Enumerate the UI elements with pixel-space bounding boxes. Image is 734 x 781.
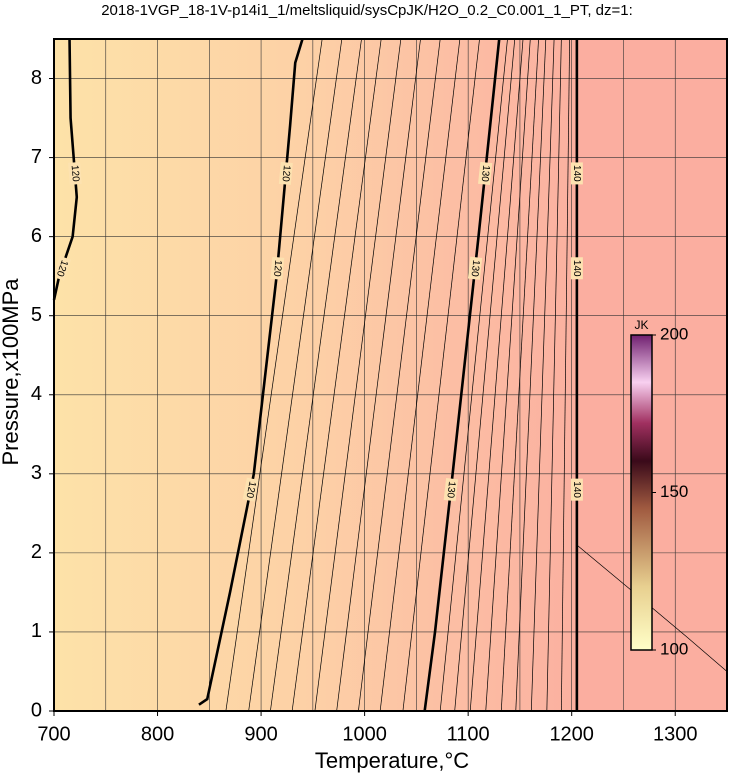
colorbar [630,334,653,651]
contour-line [576,544,728,672]
y-tick-label: 0 [31,699,42,721]
contour-label-bg [570,478,583,501]
x-tick-label: 800 [141,723,174,745]
contour-line [469,38,524,712]
y-axis-label: Pressure,x100MPa [0,278,23,466]
contour-line [454,38,516,712]
contour-line [198,38,304,706]
colorbar-tick-label: 200 [660,324,688,343]
contour-label-bg [570,162,583,185]
contour-label: 120 [279,165,291,183]
contour-label: 120 [54,259,70,279]
colorbar-tick-label: 100 [660,639,688,658]
contour-line [270,38,362,712]
contour-label: 140 [571,165,582,182]
x-tick-label: 900 [244,723,277,745]
contours [52,38,728,712]
contour-label: 120 [243,480,257,499]
contour-label-bg [68,161,82,185]
contour-label-bg [270,256,285,280]
contour-label: 120 [69,165,81,183]
contour-line [560,38,570,712]
contour-label-bg [467,256,483,280]
x-tick-label: 1100 [447,723,490,745]
background [54,39,577,711]
contour-label-bg [52,255,72,281]
contour-label: 140 [571,481,582,498]
chart-title: 2018-1VGP_18-1V-p14i1_1/meltsliquid/sysC… [101,2,633,19]
y-tick-label: 7 [31,146,42,168]
contour-line [530,38,555,712]
x-tick-label: 1000 [342,723,387,745]
colorbar-tick-label: 150 [660,482,688,501]
x-tick-label: 1300 [653,723,698,745]
x-tick-label: 1200 [549,723,594,745]
contour-line [485,38,531,712]
contour-line [291,38,382,712]
contour-label-bg [478,161,493,185]
contour-line [225,38,323,712]
colorbar-label: JK [634,318,648,332]
y-tick-label: 3 [31,462,42,484]
y-tick-label: 2 [31,541,42,563]
contour-line [358,38,441,712]
contour-label: 130 [444,481,457,499]
contour-label-bg [443,478,459,502]
contour-label: 130 [468,259,481,277]
contour-line [248,38,343,712]
contour-line [515,38,547,712]
plot-frame [53,38,728,712]
contour-line [379,38,461,712]
contour-label-bg [570,257,583,280]
contour-line [500,38,539,712]
contour-line [439,38,508,712]
contour-label: 120 [271,259,283,277]
y-tick-label: 5 [31,304,42,326]
contour-label-bg [242,477,259,502]
contour-label-bg [278,161,293,185]
y-tick-label: 4 [31,383,42,405]
y-tick-label: 1 [31,620,42,642]
contour-line [546,38,562,712]
contour-line [314,38,402,712]
y-tick-label: 8 [31,67,42,89]
contour-label: 130 [479,165,492,183]
contour-line [402,38,480,712]
y-tick-label: 6 [31,225,42,247]
x-tick-label: 700 [37,723,70,745]
contour-line [52,38,79,301]
contour-label: 140 [571,260,582,277]
contour-line [336,38,421,712]
x-axis-label: Temperature,°C [315,748,469,773]
